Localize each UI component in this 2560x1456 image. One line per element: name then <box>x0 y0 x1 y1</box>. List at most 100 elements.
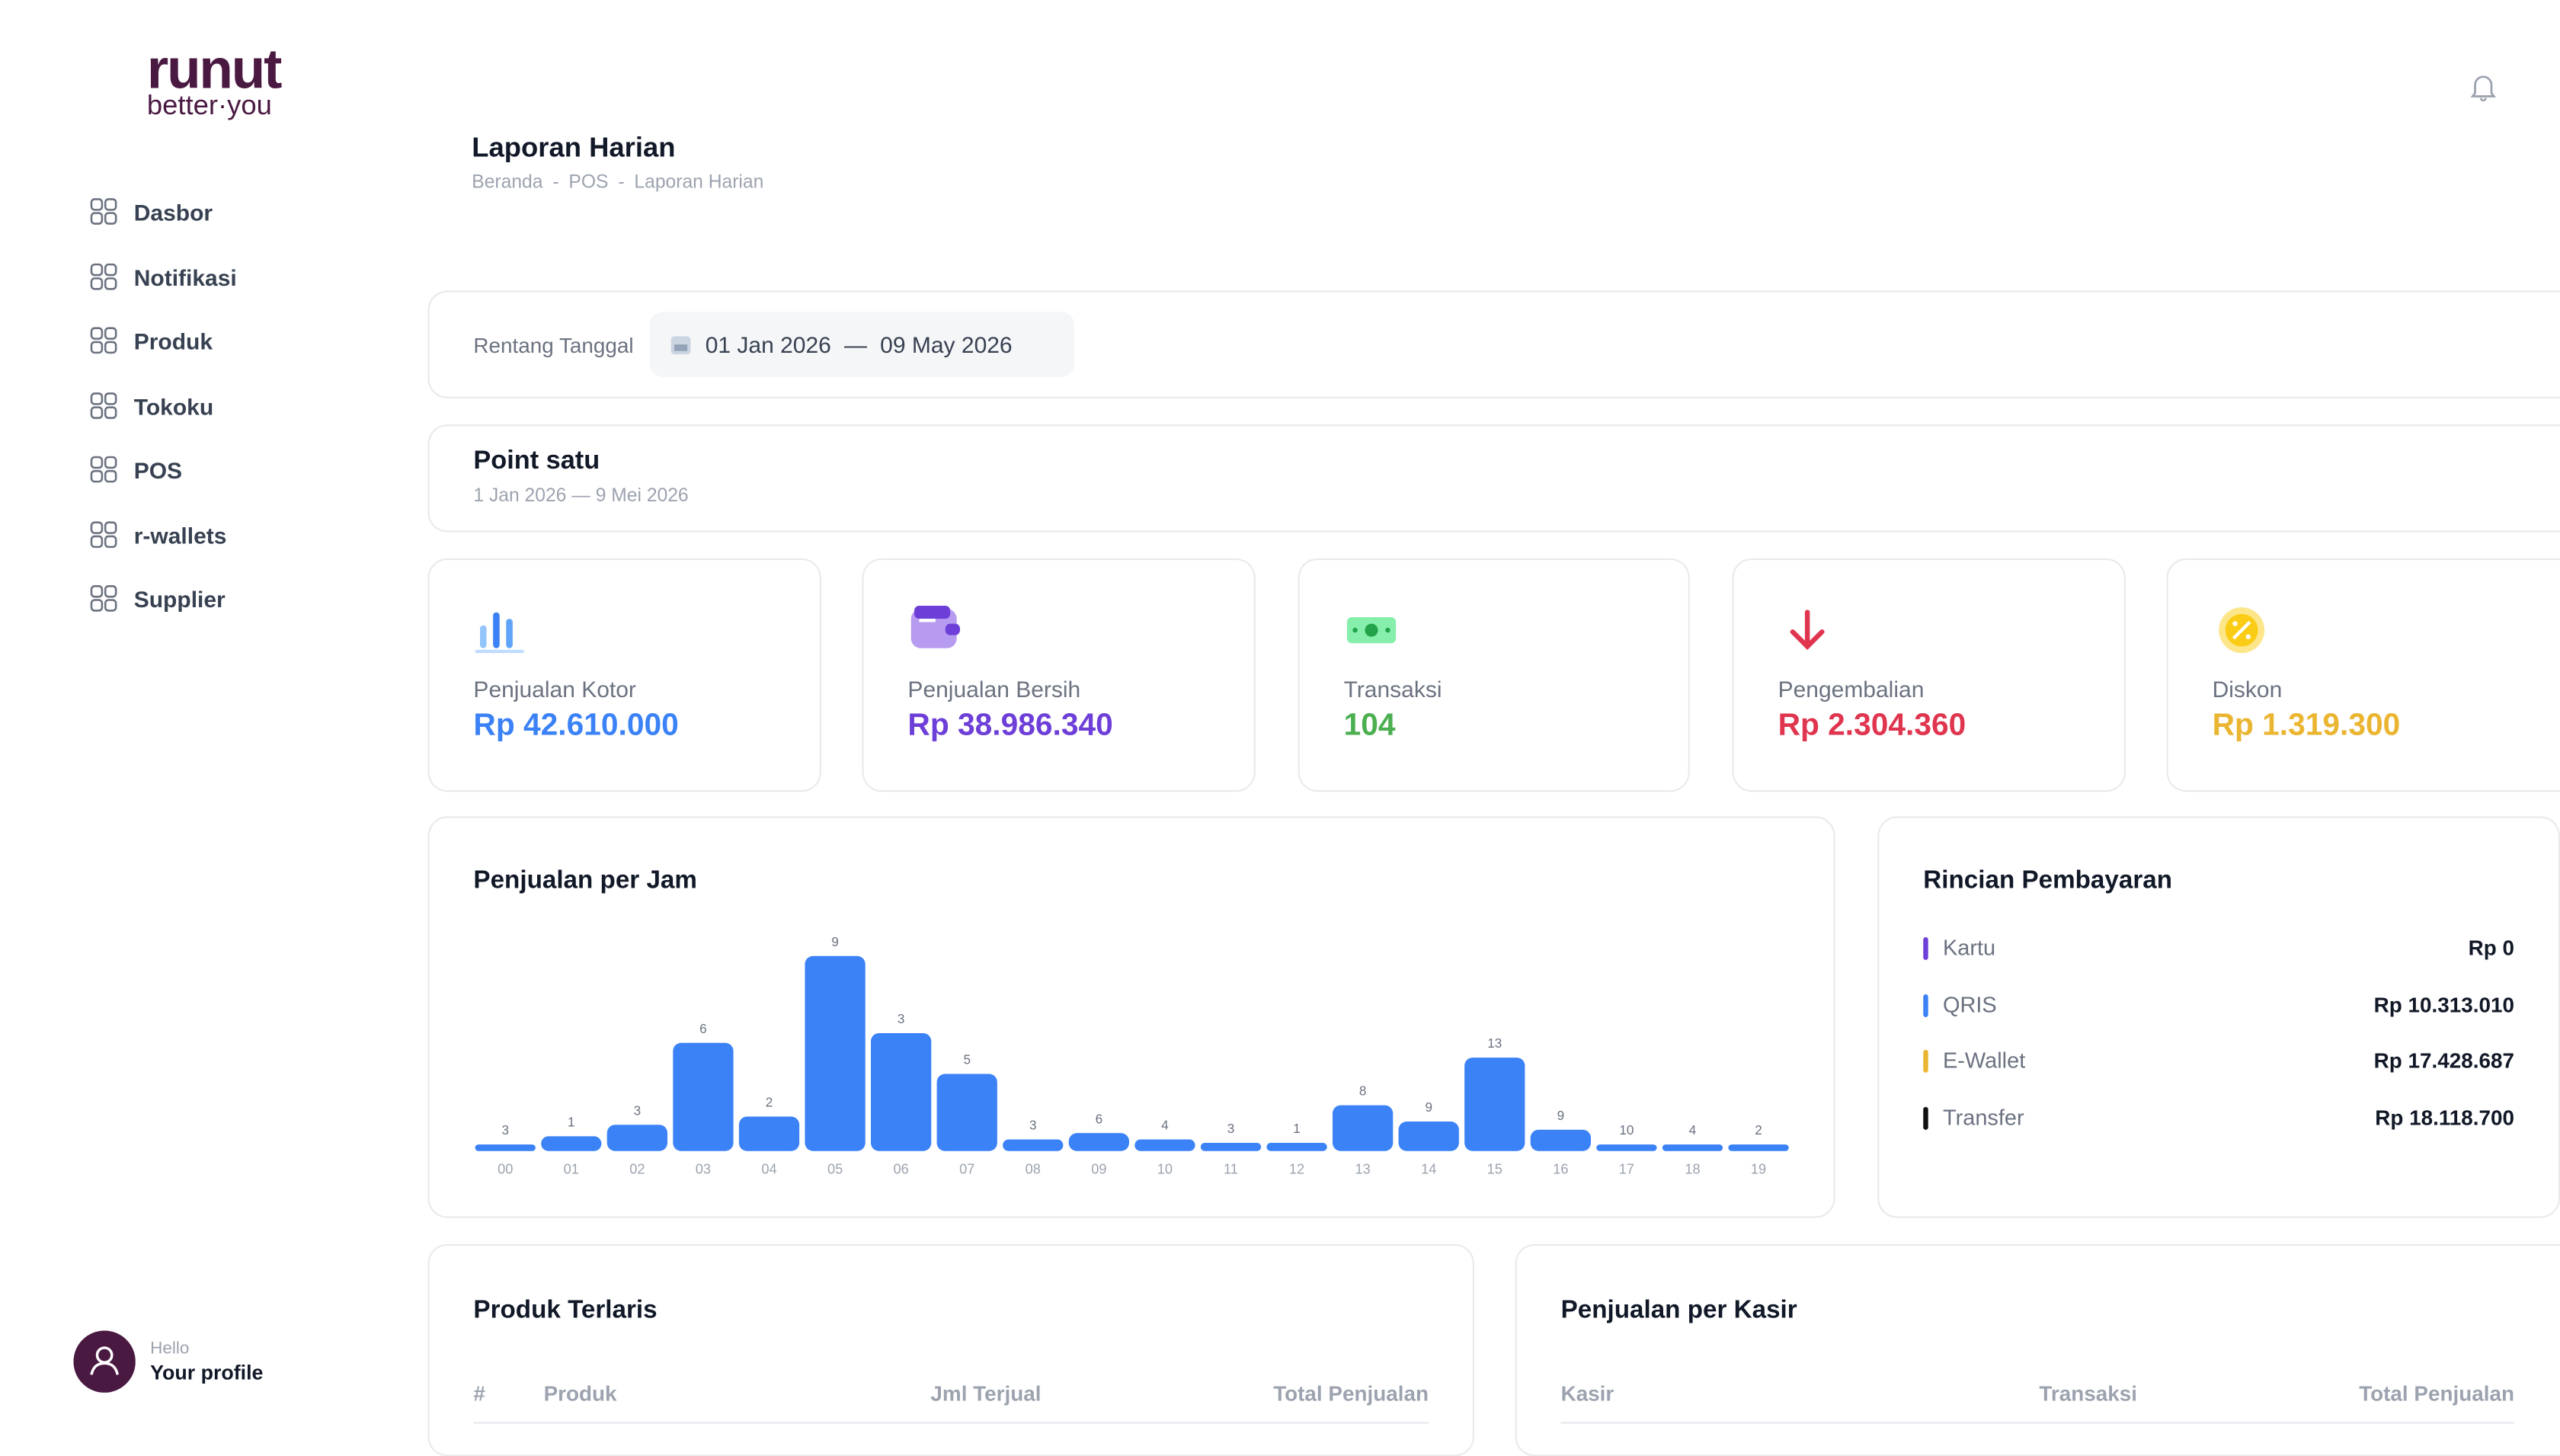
cashier-sales-title: Penjualan per Kasir <box>1560 1296 1797 1324</box>
nav-label: Notifikasi <box>133 264 237 290</box>
icon-shape <box>90 392 104 405</box>
x-tick-label: 14 <box>1421 1162 1436 1177</box>
bar <box>805 955 866 1151</box>
bar-count-label: 3 <box>1227 1121 1235 1136</box>
bar <box>1662 1144 1723 1151</box>
stat-icon <box>2219 607 2265 654</box>
payment-color <box>1923 1048 1928 1072</box>
bar <box>936 1074 997 1151</box>
payment-name: Transfer <box>1943 1105 2024 1130</box>
icon-shape <box>104 212 117 225</box>
nav-item[interactable]: Tokoku <box>90 392 213 419</box>
icon-shape <box>104 521 117 534</box>
stat-card: Penjualan Bersih Rp 38.986.340 <box>862 558 1256 792</box>
nav-label: Dasbor <box>133 198 213 225</box>
nav-icon <box>90 263 117 290</box>
table-header: Kasir <box>1560 1381 1614 1406</box>
x-tick-label: 17 <box>1619 1162 1634 1177</box>
nav-item[interactable]: Notifikasi <box>90 263 237 290</box>
icon-shape <box>104 198 117 211</box>
icon-shape <box>104 327 117 340</box>
table-header: Total Penjualan <box>1273 1381 1429 1406</box>
bar <box>1464 1058 1525 1151</box>
icon-shape <box>104 263 117 277</box>
nav-item[interactable]: r-wallets <box>90 521 226 549</box>
table-header: Total Penjualan <box>2359 1381 2514 1406</box>
chart-card: Penjualan per Jam 3 00 1 01 3 02 6 03 2 04 9 05 3 06 5… <box>427 816 1835 1218</box>
payment-amount: Rp 17.428.687 <box>2373 1048 2514 1073</box>
nav-item[interactable]: POS <box>90 456 182 483</box>
payment-amount: Rp 10.313.010 <box>2373 992 2514 1017</box>
logo[interactable]: runut better·you <box>146 39 283 120</box>
breadcrumb-item[interactable]: POS <box>568 173 609 193</box>
stat-icon <box>910 606 960 648</box>
payment-amount: Rp 18.118.700 <box>2375 1105 2514 1130</box>
profile[interactable]: Hello Your profile <box>73 1330 264 1393</box>
icon-shape <box>90 599 104 612</box>
bar <box>1728 1144 1789 1151</box>
icon-shape <box>104 599 117 612</box>
icon-shape <box>104 406 117 419</box>
nav-item[interactable]: Dasbor <box>90 197 213 225</box>
bar <box>1530 1129 1591 1151</box>
x-tick-label: 08 <box>1026 1162 1041 1177</box>
nav-label: Supplier <box>133 585 226 612</box>
stat-icon <box>1346 617 1397 644</box>
payment-name: E-Wallet <box>1943 1048 2026 1073</box>
bar <box>1200 1142 1262 1151</box>
breadcrumb-item[interactable]: Laporan Harian <box>634 173 764 193</box>
nav-item[interactable]: Produk <box>90 327 213 354</box>
icon-shape <box>104 456 117 469</box>
x-tick-label: 01 <box>564 1162 579 1177</box>
payment-name: Kartu <box>1943 935 1996 960</box>
date-range-card: Rentang Tanggal 01 Jan 2026 — 09 May 202… <box>427 290 2560 398</box>
bar <box>871 1032 932 1151</box>
nav-label: Tokoku <box>133 392 214 419</box>
bar <box>1333 1105 1394 1151</box>
divider <box>473 1422 1429 1424</box>
icon-shape <box>104 584 117 598</box>
bar-count-label: 10 <box>1619 1122 1634 1138</box>
icon-shape <box>90 521 104 534</box>
x-tick-label: 03 <box>696 1162 711 1177</box>
bar <box>606 1125 667 1151</box>
store-card: Point satu 1 Jan 2026 — 9 Mei 2026 <box>427 424 2560 533</box>
stat-value: Rp 1.319.300 <box>2212 709 2401 743</box>
logo-text: runut <box>146 39 283 101</box>
calendar-icon <box>670 336 691 354</box>
bar <box>1266 1142 1327 1151</box>
stat-card: Penjualan Kotor Rp 42.610.000 <box>427 558 821 792</box>
icon-shape <box>104 535 117 549</box>
icon-shape <box>90 535 104 549</box>
payments-card: Rincian Pembayaran Kartu Rp 0 QRIS Rp 10.31… <box>1877 816 2560 1218</box>
breadcrumb-item[interactable]: Beranda <box>472 173 543 193</box>
bar <box>1134 1139 1195 1151</box>
date-range-picker[interactable]: 01 Jan 2026 — 09 May 2026 <box>649 312 1074 377</box>
bar <box>673 1042 734 1151</box>
bar-count-label: 13 <box>1487 1035 1502 1051</box>
profile-greeting: Hello <box>150 1339 190 1358</box>
page-title: Laporan Harian <box>472 132 676 164</box>
x-tick-label: 06 <box>894 1162 909 1177</box>
x-tick-label: 13 <box>1355 1162 1371 1177</box>
icon-shape <box>104 277 117 290</box>
payment-row: Kartu Rp 0 <box>1923 936 2514 960</box>
x-tick-label: 04 <box>761 1162 776 1177</box>
stat-label: Penjualan Kotor <box>473 676 636 702</box>
icon-shape <box>90 212 104 225</box>
bar-count-label: 4 <box>1161 1118 1169 1133</box>
x-tick-label: 05 <box>827 1162 843 1177</box>
icon-shape <box>90 406 104 419</box>
bar-count-label: 4 <box>1689 1122 1697 1138</box>
stat-label: Transaksi <box>1343 676 1442 702</box>
stat-card: Transaksi 104 <box>1298 558 1690 792</box>
profile-name: Your profile <box>150 1362 264 1385</box>
nav-item[interactable]: Supplier <box>90 584 226 612</box>
bar-count-label: 9 <box>1557 1108 1565 1123</box>
breadcrumb-separator: - <box>552 173 559 193</box>
chart: 3001013026032049053065073086094103111128… <box>475 934 1789 1177</box>
x-tick-label: 11 <box>1224 1162 1238 1177</box>
notification-bell[interactable] <box>2469 72 2498 101</box>
payment-color <box>1923 993 1928 1016</box>
avatar <box>73 1330 136 1393</box>
